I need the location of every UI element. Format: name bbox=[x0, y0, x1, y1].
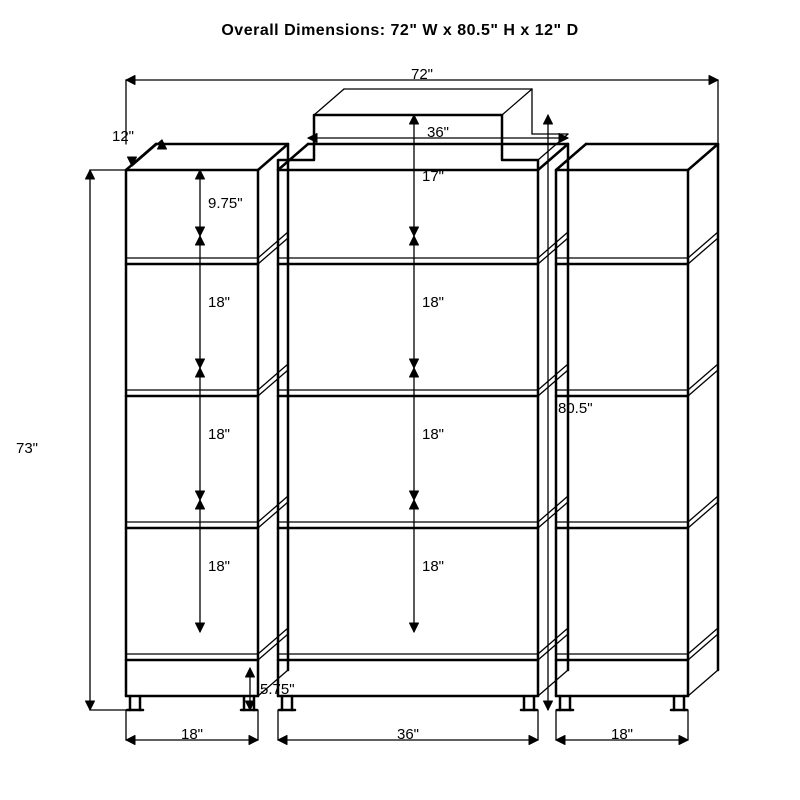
dim-left-18a: 18" bbox=[208, 294, 230, 311]
dim-center-18c: 18" bbox=[422, 558, 444, 575]
dim-overall-width: 72" bbox=[362, 66, 482, 83]
bookcase-dimension-drawing bbox=[0, 0, 800, 800]
title-text: Overall Dimensions: 72" W x 80.5" H x 12… bbox=[0, 22, 800, 40]
dim-center-top-width: 36" bbox=[378, 124, 498, 141]
dim-bottom-36: 36" bbox=[348, 726, 468, 743]
dim-bottom-18l: 18" bbox=[132, 726, 252, 743]
dim-center-18b: 18" bbox=[422, 426, 444, 443]
dim-depth: 12" bbox=[112, 128, 134, 145]
dim-left-18c: 18" bbox=[208, 558, 230, 575]
dim-5-75: 5.75" bbox=[260, 681, 295, 698]
dim-center-17: 17" bbox=[422, 168, 444, 185]
dim-bottom-18r: 18" bbox=[562, 726, 682, 743]
dim-center-18a: 18" bbox=[422, 294, 444, 311]
dim-left-9-75: 9.75" bbox=[208, 195, 243, 212]
dim-left-18b: 18" bbox=[208, 426, 230, 443]
dim-73: 73" bbox=[0, 440, 38, 457]
dim-80-5: 80.5" bbox=[558, 400, 593, 417]
